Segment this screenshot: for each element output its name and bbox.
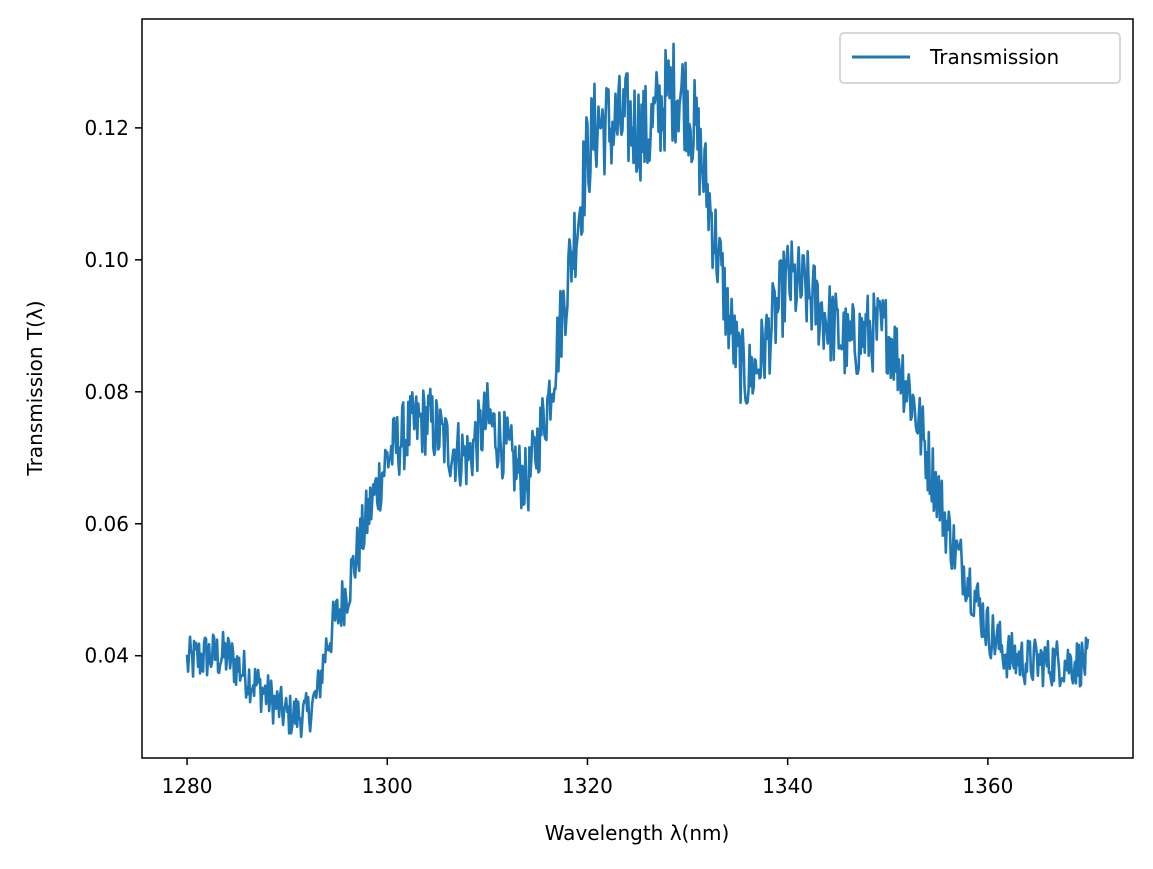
y-tick-label: 0.12 (84, 116, 129, 140)
y-tick-label: 0.08 (84, 380, 129, 404)
y-tick-label: 0.06 (84, 512, 129, 536)
legend: Transmission (839, 32, 1121, 84)
y-axis-label: Transmission T(λ) (23, 300, 47, 476)
x-axis: 1280 1300 1320 1340 1360 (162, 758, 1013, 798)
x-tick-label: 1320 (562, 774, 613, 798)
plot-frame (141, 18, 1134, 759)
legend-box (839, 32, 1121, 84)
x-axis-label: Wavelength λ(nm) (545, 821, 730, 845)
x-tick-label: 1360 (962, 774, 1013, 798)
y-axis: 0.04 0.06 0.08 0.10 0.12 (84, 116, 142, 668)
x-tick-label: 1340 (762, 774, 813, 798)
y-tick-label: 0.10 (84, 248, 129, 272)
legend-label-transmission: Transmission (929, 45, 1059, 69)
x-tick-label: 1300 (362, 774, 413, 798)
series-layer (185, 42, 1090, 739)
y-tick-label: 0.04 (84, 644, 129, 668)
x-tick-label: 1280 (162, 774, 213, 798)
series-line-transmission (185, 42, 1090, 739)
